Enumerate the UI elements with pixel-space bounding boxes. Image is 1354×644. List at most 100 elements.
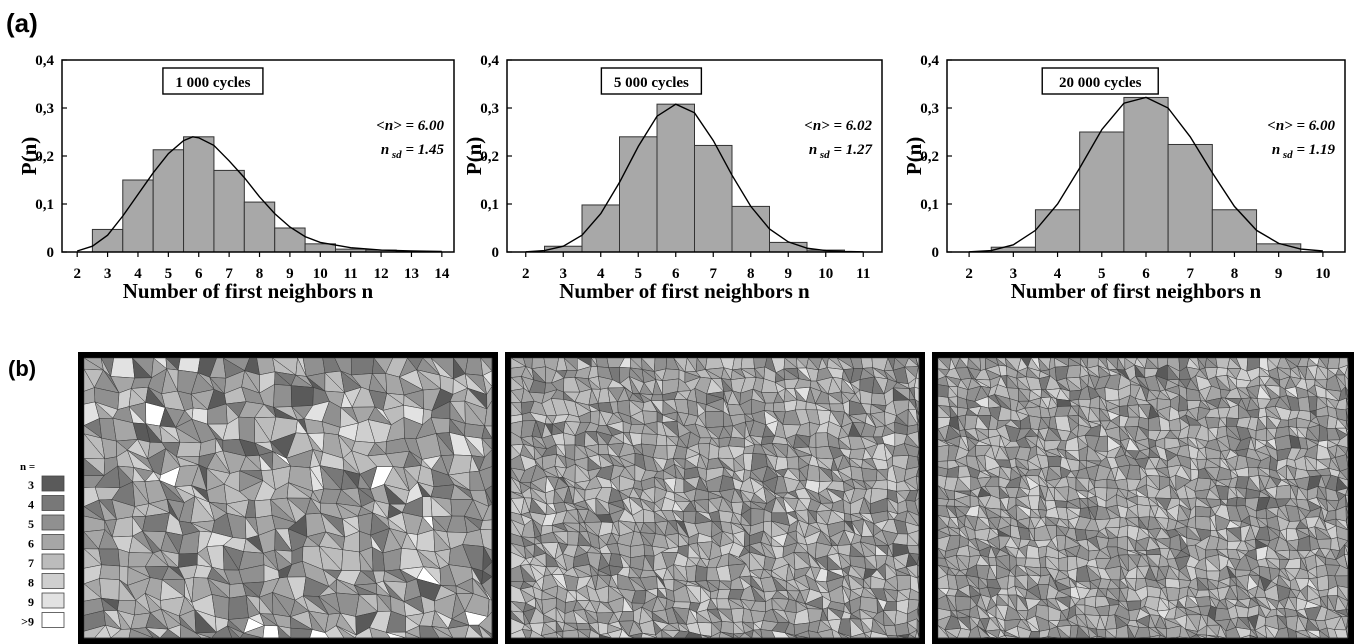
grain-cell [1195,505,1212,518]
grain-cell [861,467,878,482]
legend-label: 9 [28,595,34,609]
legend-swatch [41,592,65,609]
x-tick-label: 6 [195,266,203,282]
legend-swatch [41,553,65,570]
x-tick-label: 10 [1315,266,1330,282]
y-tick-label: 0,3 [35,101,54,117]
grain-cell [1165,578,1181,589]
histogram-bar [243,201,276,253]
grain-cell [894,622,910,637]
grain-cell [1345,608,1349,620]
cycles-label: 20 000 cycles [1059,75,1142,91]
fit-curve [525,103,864,253]
grain-cell [110,357,135,379]
grain-cell [954,595,971,612]
mean-text: <n> = 6.00 [376,118,444,134]
histogram-20000-cycles: 0 0,1 0,2 0,3 0,4 2 3 4 5 6 7 8 9 10 Number of first n… [902,53,1346,303]
grain-cell [937,384,949,398]
legend-label: 7 [28,556,34,570]
grain-cell [697,437,712,445]
cell-mosaic-20000-cycles [932,352,1354,644]
y-tick-label: 0,1 [920,197,939,213]
x-tick-label: 6 [1142,266,1150,282]
x-tick-label: 10 [818,266,833,282]
grain-cell [1316,574,1329,592]
grain-cell [1235,496,1247,507]
x-axis-label: Number of first neighbors n [559,279,810,303]
cycles-box [1041,67,1159,95]
grain-cell [597,621,609,635]
grain-cell [99,578,120,601]
cell-mosaic-5000-cycles [505,352,925,644]
y-axis-label: P(n) [17,137,41,176]
grain-cell [464,357,484,376]
histogram-bar [769,241,808,253]
x-tick-label: 8 [1231,266,1239,282]
sd-text: n sd = 1.19 [1272,142,1336,161]
x-tick-label: 5 [635,266,643,282]
y-tick-label: 0,2 [480,149,499,165]
x-tick-label: 3 [1010,266,1018,282]
grain-cell [254,499,273,519]
grain-cell [1347,357,1349,371]
histogram-bar [1079,131,1125,253]
mean-text: <n> = 6.02 [804,118,872,134]
histogram-bar [183,136,215,253]
panel-label-b: (b) [8,356,37,381]
x-tick-label: 12 [374,266,389,282]
cycles-box [600,67,703,95]
grain-cell [176,441,202,458]
x-tick-label: 9 [785,266,793,282]
grain-cell [979,357,986,371]
y-tick-label: 0 [932,245,940,261]
mosaic-svg [83,357,493,639]
histogram-bar [274,227,306,253]
x-tick-label: 7 [1186,266,1194,282]
histogram-bar [619,136,658,253]
histogram-bar [1211,209,1258,253]
grain-cell [290,385,314,407]
y-tick-label: 0,4 [480,53,499,69]
cycles-box [162,67,264,95]
legend-label: 5 [28,517,34,531]
grain-cell [1003,635,1021,639]
fit-curve [76,136,442,253]
grain-cell [655,434,668,446]
grain-cell [1047,455,1062,468]
mosaic-svg [510,357,920,639]
y-tick-label: 0 [492,245,500,261]
grain-cell [1096,635,1107,639]
grain-cell [99,564,120,581]
grain-cell [1247,467,1260,478]
histogram-bar [656,103,695,253]
grain-cell [1165,586,1181,601]
histogram-bar [1034,209,1081,253]
x-tick-label: 2 [73,266,81,282]
histogram-bar [304,243,336,253]
grain-cell [1249,634,1258,639]
legend-swatch [41,475,65,492]
grain-cell [1275,484,1291,500]
grain-cell [98,548,120,567]
y-tick-label: 0,3 [480,101,499,117]
grain-cell [1038,555,1047,569]
cell-mosaic-1000-cycles [78,352,498,644]
legend-label: 3 [28,478,34,492]
mosaic-svg [937,357,1349,639]
histogram-5000-cycles: 0 0,1 0,2 0,3 0,4 2 3 4 5 6 7 8 9 10 11 Number of first… [462,53,883,303]
grain-cell [598,444,609,455]
panel-label-a: (a) [6,8,38,38]
grain-cell [705,411,724,429]
grain-cell [1297,396,1311,412]
grain-cell [1058,556,1069,572]
x-tick-label: 4 [597,266,605,282]
x-tick-label: 5 [165,266,173,282]
grain-cell [860,357,873,369]
histogram-bar [91,228,124,253]
grain-cell [262,625,280,639]
grain-cell [1047,636,1057,639]
grain-cell [1255,428,1268,442]
grain-cell [1056,535,1066,552]
grain-cell [1206,634,1219,639]
grain-cell [1195,515,1211,531]
